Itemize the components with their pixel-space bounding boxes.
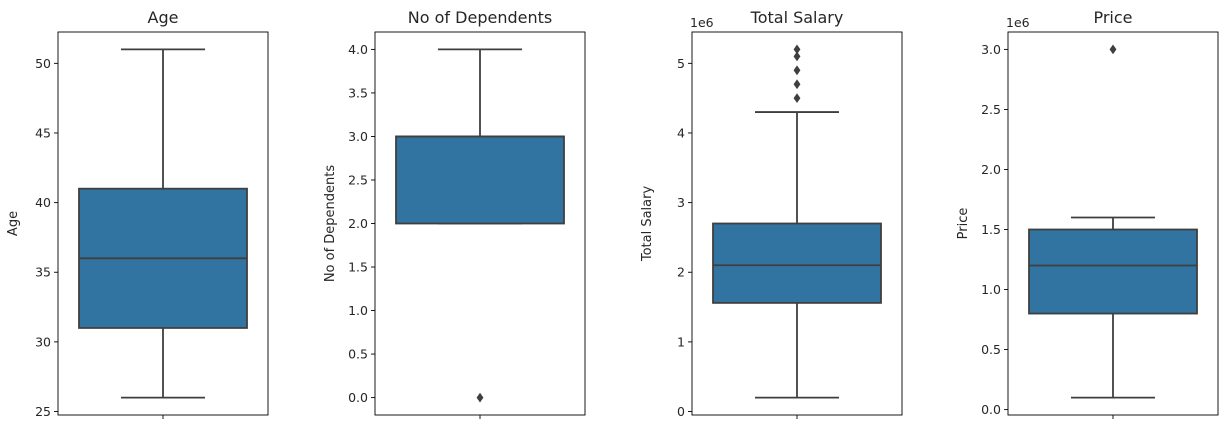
y-tick-label: 2.0: [981, 162, 1001, 177]
outlier-point: [1109, 44, 1117, 55]
y-tick-label: 1: [677, 334, 685, 349]
subplot-1: 25 30 35 40 45 50 Age Age: [6, 8, 269, 419]
subplot-title: No of Dependents: [408, 8, 552, 27]
y-tick-label: 0.0: [348, 390, 368, 405]
y-tick-label: 2.5: [981, 102, 1001, 117]
y-tick-label: 1.5: [348, 260, 368, 275]
y-tick-label: 2.0: [348, 216, 368, 231]
y-tick-label: 30: [35, 334, 51, 349]
y-tick-label: 3.5: [348, 85, 368, 100]
iqr-box: [712, 222, 882, 304]
y-tick-label: 0.0: [981, 402, 1001, 417]
subplot-3: 0 1 2 3 4 5 Total Salary Total Salary 1e6: [640, 8, 903, 419]
y-tick-label: 2: [677, 265, 685, 280]
subplot-2: 0.0 0.5 1.0 1.5 2.0 2.5 3.0 3.5 4.0 No of Depende…: [323, 8, 586, 419]
outlier-point: [793, 93, 801, 104]
y-tick-label: 3: [677, 195, 685, 210]
y-tick-label: 2.5: [348, 172, 368, 187]
outlier-point: [793, 44, 801, 55]
outlier-point: [793, 79, 801, 90]
subplot-title: Total Salary: [750, 8, 844, 27]
subplot-4: 0.0 0.5 1.0 1.5 2.0 2.5 3.0 Price Price 1e6: [956, 8, 1219, 419]
y-tick-label: 3.0: [981, 42, 1001, 57]
outlier-point: [793, 65, 801, 76]
y-tick-label: 1.5: [981, 222, 1001, 237]
y-tick-label: 0.5: [981, 342, 1001, 357]
y-tick-label: 3.0: [348, 129, 368, 144]
y-tick-label: 40: [35, 195, 51, 210]
subplot-title: Age: [148, 8, 179, 27]
y-axis-label: Total Salary: [640, 186, 655, 263]
outlier-point: [793, 51, 801, 62]
y-tick-label: 50: [35, 56, 51, 71]
subplot-title: Price: [1093, 8, 1132, 27]
axis-offset-label: 1e6: [1006, 15, 1030, 30]
y-tick-label: 4: [677, 125, 685, 140]
y-tick-label: 1.0: [348, 303, 368, 318]
iqr-box: [1028, 228, 1198, 315]
y-tick-label: 5: [677, 56, 685, 71]
y-axis-label: Price: [956, 208, 971, 240]
outlier-point: [476, 392, 484, 403]
y-tick-label: 0: [677, 404, 685, 419]
y-axis-label: No of Dependents: [323, 165, 338, 283]
y-tick-label: 4.0: [348, 42, 368, 57]
y-axis-label: Age: [6, 211, 21, 236]
y-tick-label: 25: [35, 404, 51, 419]
y-tick-label: 0.5: [348, 347, 368, 362]
y-tick-label: 1.0: [981, 282, 1001, 297]
iqr-box: [395, 135, 565, 225]
y-tick-label: 35: [35, 265, 51, 280]
y-tick-label: 45: [35, 125, 51, 140]
axis-offset-label: 1e6: [690, 15, 714, 30]
